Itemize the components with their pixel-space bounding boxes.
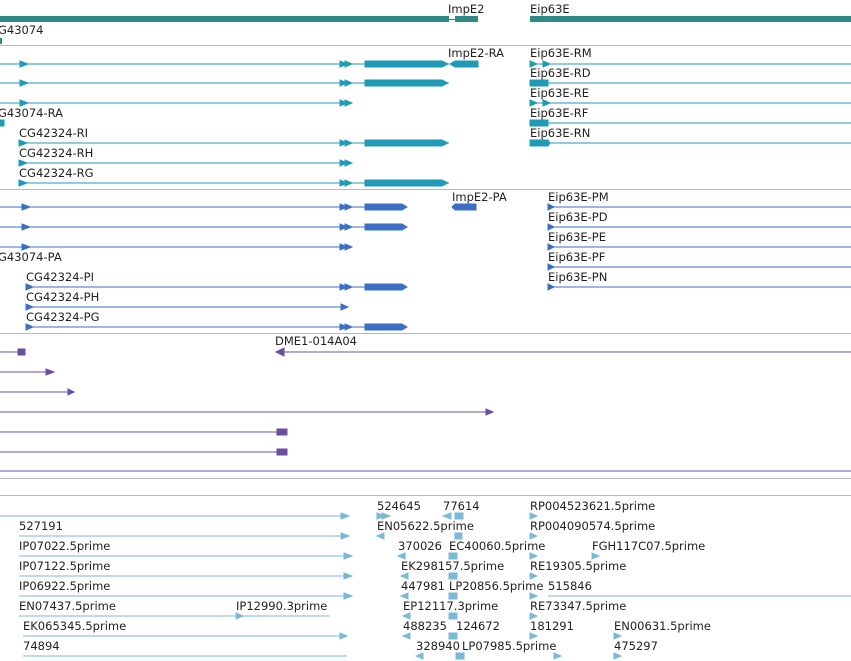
est-label[interactable]: EC40060.5prime [449, 539, 546, 553]
transcript-label[interactable]: Eip63E-RN [530, 126, 591, 140]
est-label[interactable]: RP004090574.5prime [530, 519, 656, 533]
protein-label[interactable]: Eip63E-PM [548, 190, 609, 204]
cdna-track[interactable] [0, 334, 851, 474]
transcript-label[interactable]: Eip63E-RF [530, 106, 589, 120]
est-label[interactable]: EN07437.5prime [19, 599, 116, 613]
est-label[interactable]: IP07022.5prime [19, 539, 111, 553]
protein-label[interactable]: Eip63E-PN [548, 270, 608, 284]
est-label[interactable]: EK065345.5prime [23, 619, 127, 633]
est-label[interactable]: 524645 [377, 499, 421, 513]
exon-block [364, 60, 386, 68]
flybase-transcripts-track[interactable] [0, 46, 851, 188]
est-label[interactable]: 527191 [19, 519, 63, 533]
protein-label[interactable]: CG42324-PG [26, 310, 100, 324]
protein-label[interactable]: CG42324-PH [26, 290, 100, 304]
est-label[interactable]: RP004523621.5prime [530, 499, 656, 513]
est-label[interactable]: 488235 [403, 619, 447, 633]
protein-label[interactable]: Eip63E-PF [548, 250, 606, 264]
est-track[interactable] [0, 496, 851, 661]
track-separator [0, 333, 851, 334]
transcript-label[interactable]: CG42324-RI [19, 126, 89, 140]
est-label[interactable]: 447981 [401, 579, 445, 593]
est-label[interactable]: 124672 [456, 619, 500, 633]
est-label[interactable]: RE73347.5prime [530, 599, 627, 613]
exon-block-impe2 [449, 60, 479, 68]
gene-bar-g43074-tick [0, 38, 2, 44]
strand-arrow-icon [339, 60, 349, 68]
protein-label[interactable]: CG42324-PI [26, 270, 95, 284]
protein-label[interactable]: ImpE2-PA [452, 190, 507, 204]
strand-arrow-icon [529, 60, 539, 68]
est-label[interactable]: LP20856.5prime [449, 579, 544, 593]
gene-label-impe2[interactable]: ImpE2 [448, 2, 485, 16]
track-separator [0, 189, 851, 190]
est-label[interactable]: FGH117C07.5prime [592, 539, 706, 553]
est-label[interactable]: 74894 [23, 639, 60, 653]
transcript-label[interactable]: Eip63E-RM [530, 46, 592, 60]
est-label[interactable]: 515846 [548, 579, 592, 593]
est-label[interactable]: 475297 [614, 639, 658, 653]
gene-label-g43074[interactable]: G43074 [0, 23, 44, 37]
gene-bar-impe2[interactable] [455, 16, 478, 22]
strand-arrow-icon [19, 60, 30, 68]
gene-label-eip63e[interactable]: Eip63E [530, 2, 570, 16]
protein-label[interactable]: Eip63E-PD [548, 210, 608, 224]
est-label[interactable]: 370026 [398, 539, 442, 553]
transcript-label[interactable]: CG42324-RG [19, 166, 94, 180]
strand-arrow-icon [344, 60, 354, 68]
transcript-label[interactable]: G43074-RA [0, 106, 64, 120]
track-separator [0, 45, 851, 46]
est-label[interactable]: EK298157.5prime [401, 559, 505, 573]
est-label[interactable]: 328940 [416, 639, 460, 653]
est-label[interactable]: IP07122.5prime [19, 559, 111, 573]
est-label[interactable]: IP06922.5prime [19, 579, 111, 593]
strand-arrow-icon [542, 60, 552, 68]
gene-intron-line [449, 19, 455, 20]
cdna-label[interactable]: DME1-014A04 [275, 334, 357, 348]
est-label[interactable]: RE19305.5prime [530, 559, 627, 573]
est-label[interactable]: 77614 [443, 499, 480, 513]
est-label[interactable]: EN05622.5prime [377, 519, 474, 533]
est-label[interactable]: LP07985.5prime [462, 639, 557, 653]
transcript-label[interactable]: Eip63E-RE [530, 86, 590, 100]
track-separator [0, 478, 851, 479]
est-label[interactable]: IP12990.3prime [236, 599, 328, 613]
protein-label[interactable]: G43074-PA [0, 250, 62, 264]
gene-bar-g43074[interactable] [0, 16, 449, 22]
transcript-label[interactable]: Eip63E-RD [530, 66, 591, 80]
transcript-label[interactable]: ImpE2-RA [448, 46, 505, 60]
protein-label[interactable]: Eip63E-PE [548, 230, 607, 244]
est-label[interactable]: 181291 [530, 619, 574, 633]
track-separator [0, 495, 851, 496]
est-label[interactable]: EP12117.3prime [403, 599, 499, 613]
est-label[interactable]: EN00631.5prime [614, 619, 711, 633]
exon-block [385, 60, 450, 68]
gene-bar-eip63e[interactable] [530, 16, 851, 22]
refseq-transcripts-track[interactable] [0, 190, 851, 332]
transcript-label[interactable]: CG42324-RH [19, 146, 94, 160]
